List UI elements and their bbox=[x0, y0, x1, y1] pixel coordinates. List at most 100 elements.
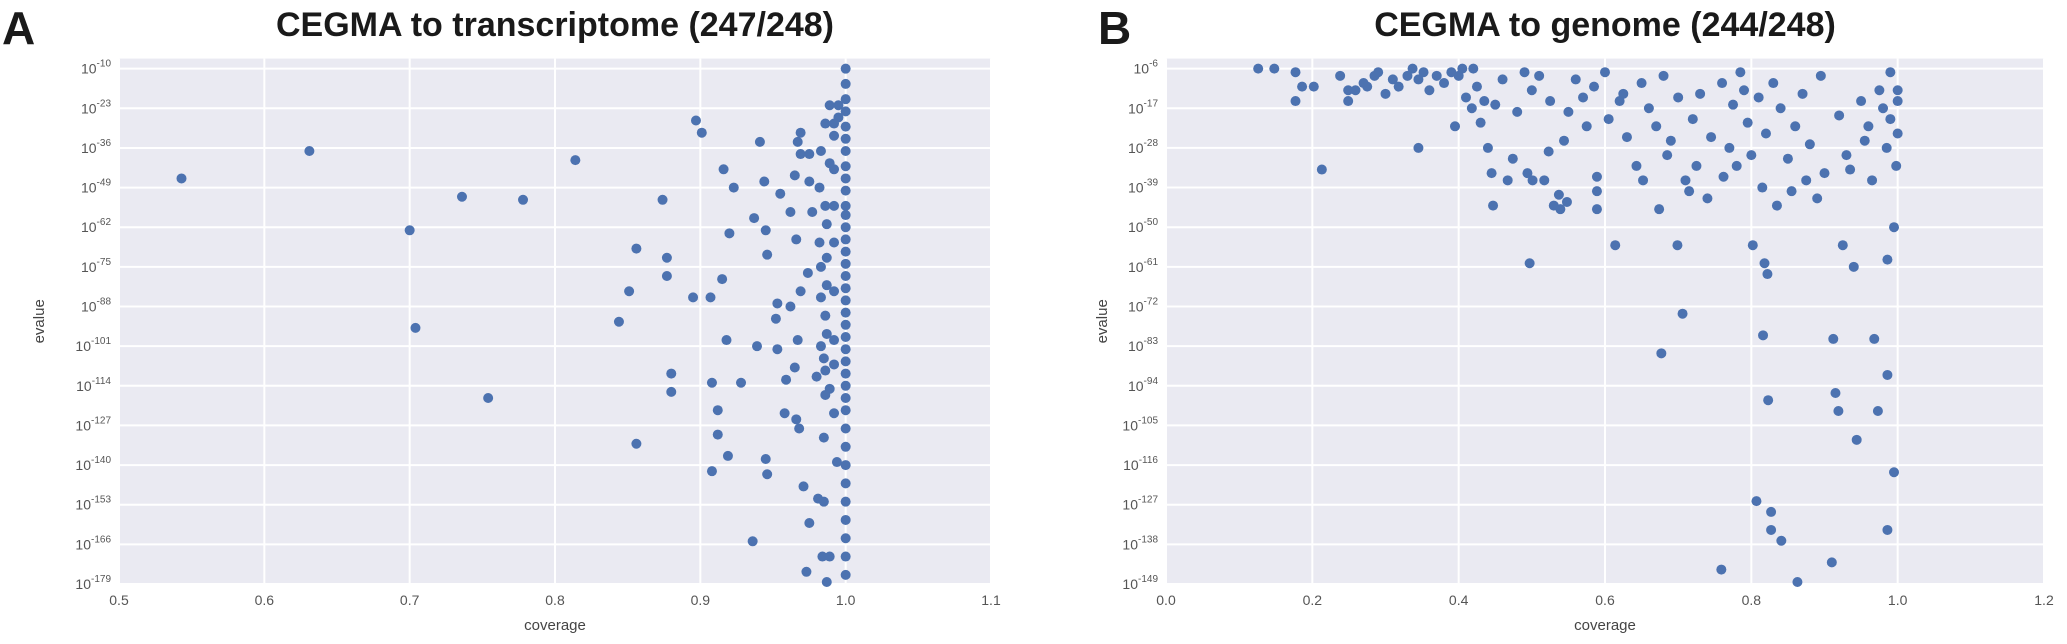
data-point bbox=[1578, 92, 1589, 103]
data-point bbox=[1581, 121, 1592, 132]
data-point bbox=[840, 78, 851, 89]
data-point bbox=[1387, 74, 1398, 85]
data-point bbox=[1290, 96, 1301, 107]
data-point bbox=[1731, 160, 1742, 171]
data-point bbox=[804, 518, 815, 529]
data-point bbox=[1457, 63, 1468, 74]
y-tick-exponent: -101 bbox=[91, 336, 111, 347]
data-point bbox=[795, 127, 806, 138]
data-point bbox=[1512, 106, 1523, 117]
data-point bbox=[666, 386, 677, 397]
data-point bbox=[1768, 78, 1779, 89]
data-point bbox=[781, 374, 792, 385]
data-point bbox=[1792, 577, 1803, 587]
x-tick-label: 1.1 bbox=[981, 592, 1001, 608]
y-tick-base: 10 bbox=[1122, 417, 1138, 433]
data-point bbox=[815, 341, 826, 352]
data-point bbox=[1335, 70, 1346, 81]
data-point bbox=[1290, 67, 1301, 78]
data-point bbox=[1891, 160, 1902, 171]
data-point bbox=[1413, 142, 1424, 153]
y-tick-exponent: -10 bbox=[97, 59, 112, 70]
data-point bbox=[1468, 63, 1479, 74]
data-point bbox=[772, 344, 783, 355]
data-point bbox=[1589, 81, 1600, 92]
data-point bbox=[840, 496, 851, 507]
data-point bbox=[820, 310, 831, 321]
data-point bbox=[1889, 467, 1900, 478]
y-tick-exponent: -116 bbox=[1139, 455, 1159, 466]
y-tick-base: 10 bbox=[81, 219, 97, 235]
data-point bbox=[792, 335, 803, 346]
data-point bbox=[791, 414, 802, 425]
panel-b: B CEGMA to genome (244/248) 0.0 0.2 0.4 0.6 0.… bbox=[1094, 2, 2054, 634]
data-point bbox=[661, 271, 672, 282]
data-point bbox=[1833, 406, 1844, 417]
data-point bbox=[1413, 74, 1424, 85]
data-point bbox=[840, 121, 851, 132]
y-tick-base: 10 bbox=[81, 61, 97, 77]
data-point bbox=[1848, 261, 1859, 272]
data-point bbox=[176, 173, 187, 184]
panel-letter: B bbox=[1098, 2, 1131, 54]
data-point bbox=[661, 252, 672, 263]
data-point bbox=[1563, 106, 1574, 117]
data-point bbox=[1746, 150, 1757, 161]
data-point bbox=[840, 185, 851, 196]
data-point bbox=[1892, 96, 1903, 107]
data-point bbox=[1691, 160, 1702, 171]
data-point bbox=[712, 405, 723, 416]
y-tick-label: 10-83 bbox=[1128, 336, 1158, 354]
data-point bbox=[829, 130, 840, 141]
y-tick-label: 10-36 bbox=[81, 138, 111, 156]
y-tick-label: 10-140 bbox=[75, 455, 111, 473]
y-tick-base: 10 bbox=[1128, 100, 1144, 116]
data-point bbox=[728, 182, 739, 193]
data-point bbox=[795, 149, 806, 160]
y-tick-label: 10-23 bbox=[81, 98, 111, 116]
data-point bbox=[1717, 78, 1728, 89]
data-point bbox=[791, 234, 802, 245]
data-point bbox=[1527, 175, 1538, 186]
data-point bbox=[818, 432, 829, 443]
data-point bbox=[1643, 103, 1654, 114]
data-point bbox=[1450, 121, 1461, 132]
data-point bbox=[1837, 240, 1848, 251]
data-point bbox=[840, 392, 851, 403]
data-point bbox=[1570, 74, 1581, 85]
data-point bbox=[1882, 369, 1893, 380]
x-tick-label: 0.7 bbox=[400, 592, 420, 608]
data-point bbox=[840, 283, 851, 294]
data-point bbox=[760, 225, 771, 236]
data-point bbox=[802, 267, 813, 278]
y-tick-exponent: -127 bbox=[1138, 495, 1158, 506]
data-point bbox=[1771, 200, 1782, 211]
data-point bbox=[840, 246, 851, 257]
y-tick-label: 10-94 bbox=[1128, 376, 1158, 394]
data-point bbox=[1828, 333, 1839, 344]
x-tick-label: 0.8 bbox=[545, 592, 565, 608]
data-point bbox=[1672, 240, 1683, 251]
data-point bbox=[1790, 121, 1801, 132]
data-point bbox=[1841, 150, 1852, 161]
data-point bbox=[1603, 114, 1614, 125]
data-point bbox=[1636, 78, 1647, 89]
data-point bbox=[1758, 330, 1769, 341]
data-point bbox=[1751, 496, 1762, 507]
data-point bbox=[1526, 85, 1537, 96]
y-tick-base: 10 bbox=[81, 100, 97, 116]
data-point bbox=[666, 368, 677, 379]
data-point bbox=[1559, 135, 1570, 146]
y-tick-exponent: -6 bbox=[1149, 59, 1158, 70]
data-point bbox=[807, 206, 818, 217]
data-point bbox=[688, 292, 699, 303]
data-point bbox=[829, 200, 840, 211]
data-point bbox=[1393, 81, 1404, 92]
y-tick-exponent: -153 bbox=[91, 495, 111, 506]
data-point bbox=[754, 136, 765, 147]
data-point bbox=[706, 466, 717, 477]
data-point bbox=[840, 344, 851, 355]
data-point bbox=[1308, 81, 1319, 92]
data-point bbox=[840, 569, 851, 580]
